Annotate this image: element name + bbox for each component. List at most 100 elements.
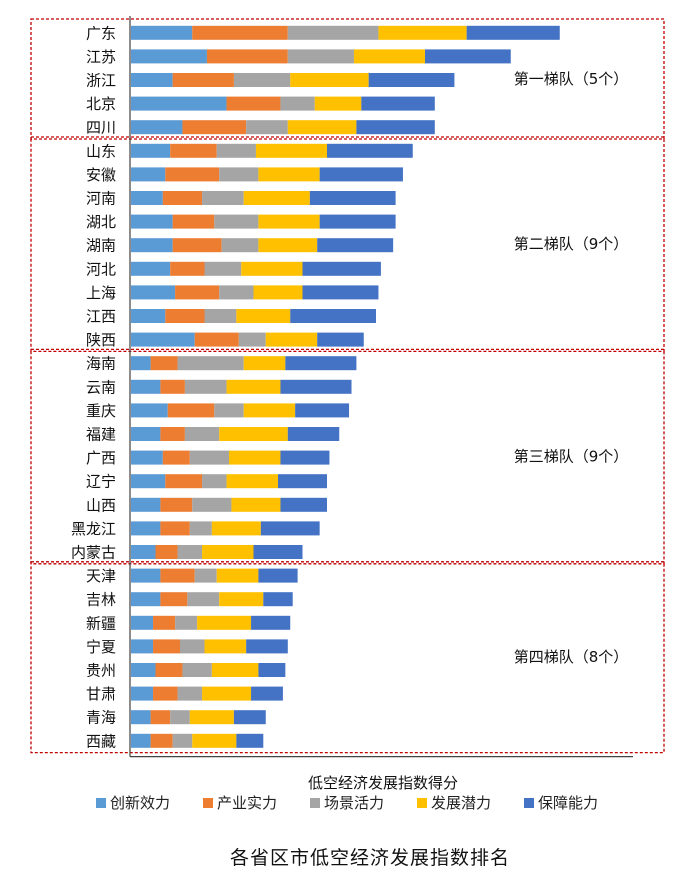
bar-segment — [255, 143, 327, 158]
bar-segment — [258, 238, 318, 253]
bar-segment — [251, 615, 291, 630]
bar-segment — [280, 96, 315, 111]
bar-segment — [189, 521, 212, 536]
legend-swatch — [310, 798, 320, 808]
category-label: 西藏 — [86, 732, 116, 750]
bar-segment — [131, 686, 154, 701]
bar-segment — [184, 379, 227, 394]
bar-segment — [216, 143, 256, 158]
tier-box-2 — [30, 136, 665, 353]
bar-segment — [280, 497, 327, 512]
category-label: 安徽 — [86, 166, 116, 184]
bar-segment — [466, 25, 560, 40]
bar-segment — [229, 450, 281, 465]
bar-group-江西 — [131, 309, 376, 323]
legend-label: 产业实力 — [217, 794, 277, 812]
x-axis-label: 低空经济发展指数得分 — [308, 774, 458, 792]
bar-segment — [150, 356, 178, 371]
category-label: 内蒙古 — [71, 544, 116, 562]
bar-segment — [131, 73, 173, 87]
bar-group-天津 — [131, 568, 298, 583]
category-label: 福建 — [86, 426, 116, 444]
bar-group-湖南 — [131, 238, 394, 253]
legend-label: 创新效力 — [110, 794, 170, 812]
bar-segment — [131, 120, 183, 135]
bar-segment — [177, 545, 203, 559]
bar-group-青海 — [131, 710, 266, 725]
bar-segment — [172, 73, 234, 87]
bar-segment — [150, 710, 171, 725]
bar-segment — [309, 191, 396, 205]
bar-segment — [319, 214, 396, 229]
bar-segment — [241, 261, 303, 276]
bar-segment — [172, 214, 215, 229]
bar-segment — [153, 639, 180, 654]
bar-segment — [131, 25, 193, 40]
bar-segment — [246, 639, 288, 654]
bar-segment — [258, 568, 298, 583]
bar-segment — [189, 450, 229, 465]
bar-segment — [253, 285, 303, 300]
bar-group-辽宁 — [131, 474, 327, 489]
bar-group-重庆 — [131, 403, 350, 418]
legend-swatch — [203, 798, 213, 808]
legend-item: 保障能力 — [524, 794, 598, 812]
tier-box-3 — [30, 348, 665, 565]
bar-segment — [165, 309, 205, 323]
bar-segment — [189, 710, 234, 725]
bar-segment — [285, 356, 357, 371]
legend-item: 场景活力 — [310, 794, 384, 812]
bar-segment — [131, 379, 161, 394]
bar-group-上海 — [131, 285, 379, 300]
bar-segment — [150, 733, 173, 748]
bar-segment — [162, 191, 203, 205]
bar-segment — [131, 474, 166, 489]
bar-group-河北 — [131, 261, 381, 276]
bar-segment — [182, 663, 212, 677]
bar-group-四川 — [131, 120, 435, 135]
bar-segment — [317, 238, 394, 253]
bar-segment — [243, 191, 310, 205]
tier-box-1 — [30, 18, 665, 140]
bar-group-广东 — [131, 25, 560, 40]
category-label: 广西 — [86, 449, 116, 467]
bar-segment — [425, 49, 511, 64]
bar-group-江苏 — [131, 49, 511, 64]
bar-group-黑龙江 — [131, 521, 320, 536]
bar-segment — [319, 167, 403, 182]
bar-segment — [170, 261, 205, 276]
bar-group-新疆 — [131, 615, 291, 630]
bar-group-河南 — [131, 191, 396, 205]
bar-segment — [258, 214, 320, 229]
bar-segment — [160, 497, 193, 512]
legend-label: 保障能力 — [538, 794, 598, 812]
bar-segment — [194, 568, 217, 583]
bar-segment — [233, 73, 291, 87]
bar-segment — [165, 167, 220, 182]
bar-segment — [216, 568, 259, 583]
bar-segment — [202, 545, 254, 559]
bar-segment — [263, 592, 293, 607]
bar-segment — [206, 49, 288, 64]
legend-item: 发展潜力 — [417, 794, 491, 812]
legend-swatch — [417, 798, 427, 808]
bar-segment — [167, 403, 215, 418]
bar-segment — [155, 663, 183, 677]
legend-label: 场景活力 — [324, 794, 384, 812]
bar-group-贵州 — [131, 663, 286, 677]
bar-group-浙江 — [131, 73, 455, 87]
category-label: 吉林 — [86, 591, 116, 609]
bar-group-内蒙古 — [131, 545, 303, 559]
bar-segment — [287, 427, 340, 441]
axes — [129, 16, 633, 758]
bar-segment — [219, 285, 254, 300]
legend-swatch — [96, 798, 106, 808]
category-label: 陕西 — [86, 331, 116, 349]
bar-segment — [131, 356, 151, 371]
category-label: 青海 — [86, 709, 116, 727]
bar-segment — [202, 686, 252, 701]
bar-segment — [131, 427, 161, 441]
category-label: 云南 — [86, 378, 116, 396]
bar-segment — [287, 120, 357, 135]
